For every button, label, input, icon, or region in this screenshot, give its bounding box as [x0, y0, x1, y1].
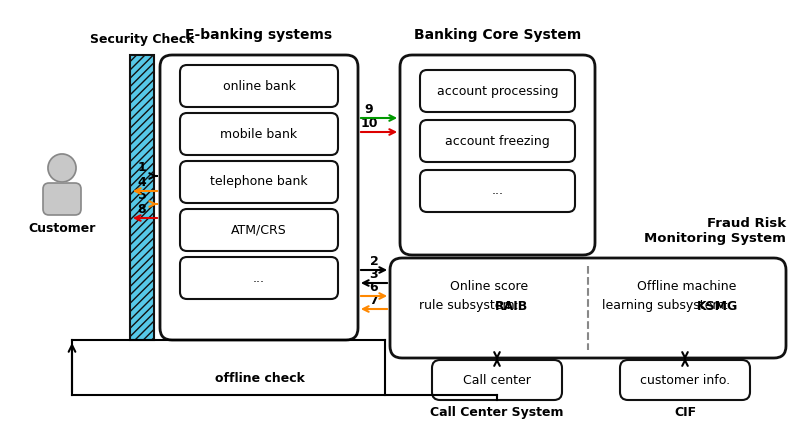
Text: ATM/CRS: ATM/CRS — [231, 224, 287, 236]
FancyBboxPatch shape — [160, 55, 358, 340]
FancyBboxPatch shape — [180, 209, 338, 251]
FancyBboxPatch shape — [420, 70, 575, 112]
FancyBboxPatch shape — [432, 360, 562, 400]
Text: ...: ... — [491, 184, 503, 198]
Text: 10: 10 — [360, 117, 378, 130]
FancyBboxPatch shape — [420, 170, 575, 212]
Text: online bank: online bank — [223, 80, 296, 92]
Text: Call Center System: Call Center System — [430, 406, 564, 419]
Text: 3: 3 — [370, 268, 378, 281]
FancyBboxPatch shape — [400, 55, 595, 255]
Text: 2: 2 — [370, 255, 379, 268]
Text: offline check: offline check — [215, 372, 305, 385]
Text: 8: 8 — [137, 203, 146, 216]
Text: Fraud Risk
Monitoring System: Fraud Risk Monitoring System — [644, 217, 786, 245]
FancyBboxPatch shape — [180, 113, 338, 155]
Bar — [130, 55, 154, 340]
Text: KSMG: KSMG — [697, 299, 737, 313]
Text: rule subsystem:: rule subsystem: — [419, 299, 523, 313]
Text: 1: 1 — [137, 161, 146, 174]
Text: account processing: account processing — [437, 84, 559, 98]
FancyBboxPatch shape — [390, 258, 786, 358]
Text: CIF: CIF — [674, 406, 696, 419]
Text: 4: 4 — [137, 176, 146, 189]
Text: mobile bank: mobile bank — [221, 127, 297, 141]
Text: Banking Core System: Banking Core System — [414, 28, 581, 42]
Text: Call center: Call center — [463, 374, 531, 386]
Text: Offline machine: Offline machine — [638, 279, 737, 293]
Text: telephone bank: telephone bank — [210, 176, 308, 188]
Text: Online score: Online score — [450, 279, 528, 293]
FancyBboxPatch shape — [620, 360, 750, 400]
Text: 6: 6 — [370, 281, 378, 294]
Circle shape — [48, 154, 76, 182]
FancyBboxPatch shape — [180, 65, 338, 107]
Text: account freezing: account freezing — [445, 135, 550, 147]
Text: learning subsystem:: learning subsystem: — [602, 299, 733, 313]
FancyBboxPatch shape — [180, 161, 338, 203]
FancyBboxPatch shape — [420, 120, 575, 162]
Text: customer info.: customer info. — [640, 374, 730, 386]
Text: ...: ... — [253, 271, 265, 285]
Text: 5: 5 — [137, 189, 146, 202]
Text: 9: 9 — [364, 103, 373, 116]
Text: 7: 7 — [370, 294, 379, 307]
Text: Customer: Customer — [28, 222, 96, 235]
Text: E-banking systems: E-banking systems — [185, 28, 332, 42]
FancyBboxPatch shape — [43, 183, 81, 215]
Text: RAIB: RAIB — [495, 299, 527, 313]
Text: Security Check: Security Check — [89, 33, 194, 46]
FancyBboxPatch shape — [180, 257, 338, 299]
